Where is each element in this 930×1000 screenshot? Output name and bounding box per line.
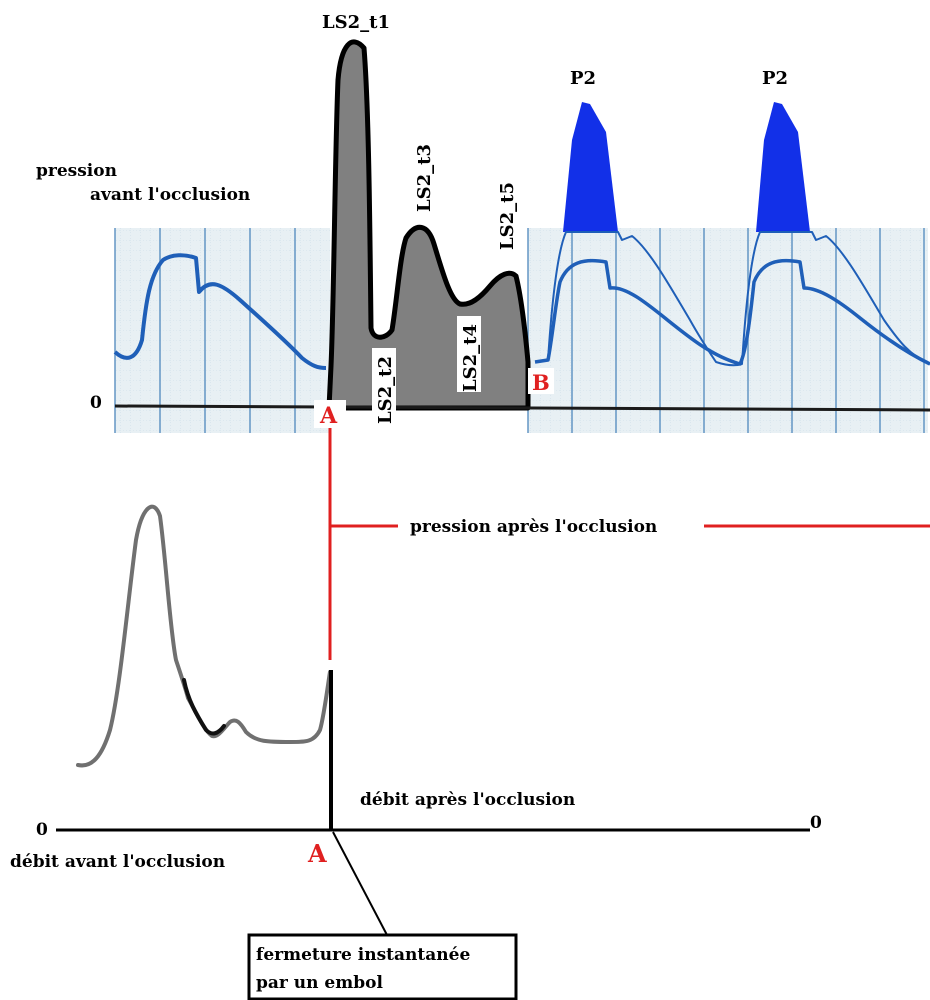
point-a-pressure-box	[314, 400, 346, 428]
pressure-trace-after-upper	[547, 231, 930, 367]
point-b-box	[528, 368, 554, 394]
flow-before-label: débit avant l'occlusion	[10, 852, 225, 872]
pressure-before-label-2: avant l'occlusion	[90, 185, 250, 205]
flow-zero-left: 0	[36, 820, 48, 840]
peak-label-t3: LS2_t3	[414, 144, 435, 212]
callout-leader	[332, 831, 388, 936]
peak-label-t2: LS2_t2	[375, 356, 396, 424]
pressure-zero-baseline	[114, 404, 930, 412]
flow-trace-before-dark	[182, 678, 226, 736]
p2-label-1: P2	[570, 68, 596, 89]
pressure-grid-left	[114, 228, 330, 433]
pressure-zero-label: 0	[90, 393, 102, 413]
peak-label-t2-box	[372, 348, 396, 424]
peak-label-t4: LS2_t4	[460, 324, 481, 392]
callout-box	[247, 933, 518, 1000]
callout-line-2: par un embol	[256, 973, 383, 993]
flow-after-label: débit après l'occlusion	[360, 790, 575, 810]
callout-line-1: fermeture instantanée	[256, 945, 470, 965]
peak-label-t4-box	[457, 316, 481, 392]
point-a-pressure: A	[319, 403, 338, 429]
flow-zero-right: 0	[810, 813, 822, 833]
point-a-flow: A	[307, 839, 327, 868]
pressure-before-label-1: pression	[36, 161, 117, 181]
peak-label-t1: LS2_t1	[322, 12, 390, 33]
p2-peak-1	[563, 102, 618, 232]
pressure-after-label: pression après l'occlusion	[410, 517, 657, 537]
point-b: B	[532, 370, 550, 395]
pressure-grid-right	[527, 228, 928, 433]
p2-label-2: P2	[762, 68, 788, 89]
pressure-trace-before	[113, 253, 327, 370]
peak-label-t5: LS2_t5	[497, 182, 518, 250]
p2-peak-2	[756, 102, 810, 232]
